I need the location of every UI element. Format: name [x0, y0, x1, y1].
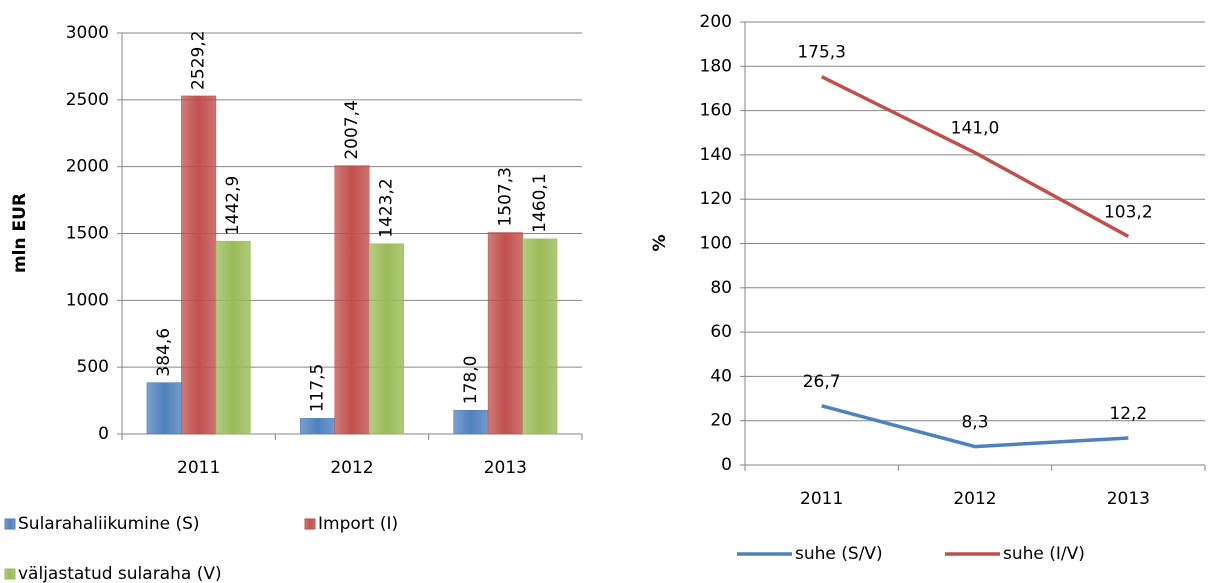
y-axis-title: mln EUR: [10, 193, 30, 273]
x-tick-label: 2013: [484, 458, 527, 478]
y-tick-label: 160: [700, 101, 732, 121]
data-label: 2007,4: [342, 100, 362, 159]
data-label: 8,3: [961, 413, 988, 433]
y-tick-label: 180: [700, 56, 732, 76]
data-label: 2529,2: [189, 30, 209, 89]
y-tick-label: 1000: [66, 290, 109, 310]
y-tick-label: 140: [700, 145, 732, 165]
data-label: 384,6: [154, 328, 174, 377]
y-tick-label: 2000: [66, 157, 109, 177]
y-tick-label: 200: [700, 12, 732, 32]
x-tick-label: 2011: [800, 489, 843, 509]
bar: [522, 238, 558, 435]
data-label: 117,5: [308, 364, 328, 413]
bar: [487, 232, 523, 435]
data-label: 103,2: [1104, 202, 1153, 222]
y-tick-label: 2500: [66, 90, 109, 110]
bar: [369, 243, 404, 435]
x-tick-label: 2011: [177, 458, 220, 478]
bar: [334, 165, 370, 435]
x-tick-label: 2012: [330, 458, 373, 478]
bar: [215, 240, 251, 435]
y-tick-label: 100: [700, 234, 732, 254]
y-tick-label: 500: [77, 357, 109, 377]
y-axis-title: %: [650, 234, 670, 251]
bar: [453, 409, 489, 435]
y-tick-label: 20: [710, 411, 732, 431]
y-tick-label: 80: [710, 278, 732, 298]
x-tick-label: 2013: [1107, 489, 1150, 509]
data-label: 175,3: [797, 43, 846, 63]
data-label: 1507,3: [495, 167, 515, 226]
data-label: 1442,9: [223, 176, 243, 235]
bar: [300, 418, 335, 435]
y-tick-label: 40: [710, 366, 732, 386]
legend-label: suhe (S/V): [795, 544, 883, 564]
data-label: 1423,2: [377, 178, 397, 237]
y-tick-label: 120: [700, 189, 732, 209]
legend-label: suhe (I/V): [1003, 544, 1085, 564]
y-tick-label: 1500: [66, 224, 109, 244]
data-label: 1460,1: [530, 173, 550, 232]
bar: [181, 95, 217, 435]
legend-swatch: [4, 518, 16, 530]
y-tick-label: 60: [710, 322, 732, 342]
y-tick-label: 0: [721, 455, 732, 475]
bar: [146, 382, 182, 435]
legend-swatch: [304, 518, 316, 530]
line: [820, 75, 1130, 238]
y-tick-label: 0: [98, 424, 109, 444]
data-label: 141,0: [951, 119, 1000, 139]
x-tick-label: 2012: [953, 489, 996, 509]
data-label: 12,2: [1109, 404, 1147, 424]
data-label: 26,7: [803, 372, 841, 392]
legend-label: Sularahaliikumine (S): [18, 514, 200, 534]
y-tick-label: 3000: [66, 23, 109, 43]
data-label: 178,0: [461, 356, 481, 405]
legend-label: väljastatud sularaha (V): [18, 564, 222, 583]
line: [821, 404, 1129, 449]
legend-label: Import (I): [318, 514, 398, 534]
legend-swatch: [4, 568, 16, 580]
